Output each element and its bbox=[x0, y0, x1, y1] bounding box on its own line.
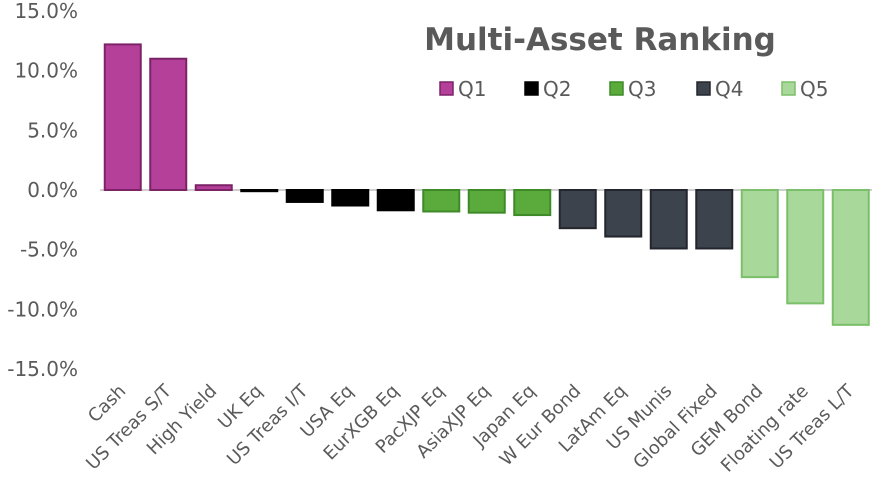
bar bbox=[786, 189, 825, 305]
y-tick-label: -15.0% bbox=[7, 357, 78, 381]
y-tick-label: 10.0% bbox=[14, 59, 78, 83]
bar bbox=[285, 189, 324, 203]
chart-title: Multi-Asset Ranking bbox=[424, 22, 776, 58]
bar bbox=[331, 189, 370, 207]
bar bbox=[513, 189, 552, 217]
y-axis: 15.0% 10.0% 5.0% 0.0% -5.0% -10.0% -15.0% bbox=[7, 0, 78, 381]
bar bbox=[240, 189, 279, 193]
bar bbox=[604, 189, 643, 238]
legend-label-q3: Q3 bbox=[628, 77, 656, 101]
legend-swatch-q2 bbox=[524, 81, 539, 96]
y-tick-label: 15.0% bbox=[14, 0, 78, 23]
legend-label-q5: Q5 bbox=[800, 77, 828, 101]
bar bbox=[649, 189, 688, 250]
y-tick-label: -5.0% bbox=[20, 238, 78, 262]
bar bbox=[467, 189, 506, 214]
bar bbox=[149, 57, 188, 191]
bar bbox=[422, 189, 461, 213]
y-tick-label: -10.0% bbox=[7, 297, 78, 321]
legend: Q1 Q2 Q3 Q4 Q5 bbox=[439, 77, 828, 101]
bar bbox=[831, 189, 870, 326]
legend-label-q4: Q4 bbox=[715, 77, 743, 101]
legend-swatch-q5 bbox=[781, 81, 796, 96]
y-tick-label: 0.0% bbox=[27, 178, 78, 202]
bar bbox=[194, 184, 233, 192]
bar bbox=[558, 189, 597, 230]
bars bbox=[103, 43, 870, 326]
bar bbox=[103, 43, 142, 192]
bar bbox=[695, 189, 734, 250]
bar bbox=[740, 189, 779, 279]
legend-label-q1: Q1 bbox=[458, 77, 486, 101]
legend-label-q2: Q2 bbox=[543, 77, 571, 101]
legend-swatch-q4 bbox=[696, 81, 711, 96]
y-tick-label: 5.0% bbox=[27, 118, 78, 142]
bar bbox=[376, 189, 415, 212]
legend-swatch-q1 bbox=[439, 81, 454, 96]
legend-swatch-q3 bbox=[609, 81, 624, 96]
